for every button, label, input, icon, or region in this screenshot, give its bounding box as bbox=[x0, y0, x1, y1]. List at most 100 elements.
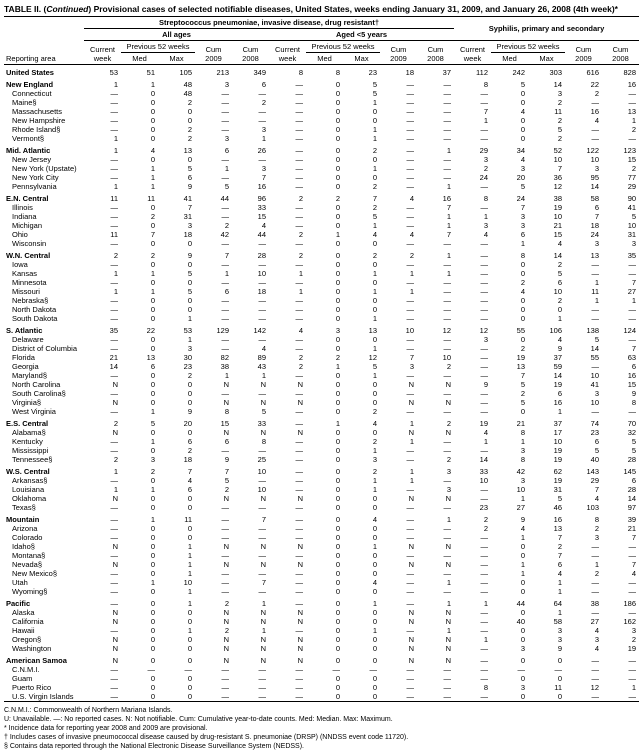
cell: 7 bbox=[121, 230, 158, 239]
cell: 30 bbox=[158, 353, 195, 362]
cell: 2 bbox=[158, 98, 195, 107]
cell: 2 bbox=[343, 407, 380, 416]
cell: — bbox=[380, 335, 417, 344]
col-current-3: Current week bbox=[454, 41, 491, 65]
cell: 3 bbox=[491, 212, 528, 221]
cell: 2 bbox=[195, 221, 232, 230]
cell: — bbox=[84, 89, 121, 98]
cell: 242 bbox=[491, 65, 528, 78]
col-cum2009-2: Cum 2009 bbox=[380, 41, 417, 65]
cell: 0 bbox=[491, 125, 528, 134]
cell: — bbox=[454, 314, 491, 323]
cell: 0 bbox=[306, 305, 343, 314]
cell: 10 bbox=[528, 437, 565, 446]
row-name: Nebraska§ bbox=[4, 296, 84, 305]
cell: — bbox=[380, 665, 417, 674]
cell: — bbox=[269, 278, 306, 287]
cell: 48 bbox=[158, 89, 195, 98]
cell: N bbox=[195, 608, 232, 617]
cell: 0 bbox=[158, 107, 195, 116]
cell: — bbox=[454, 542, 491, 551]
cell: 0 bbox=[158, 608, 195, 617]
cell: 0 bbox=[491, 692, 528, 702]
cell: 10 bbox=[454, 476, 491, 485]
row-name: Indiana bbox=[4, 212, 84, 221]
cell: 1 bbox=[158, 335, 195, 344]
cell: — bbox=[380, 182, 417, 191]
cell: — bbox=[84, 533, 121, 542]
cell: — bbox=[269, 77, 306, 89]
cell: 6 bbox=[158, 173, 195, 182]
cell: 0 bbox=[343, 335, 380, 344]
cell: 2 bbox=[269, 362, 306, 371]
cell: 43 bbox=[232, 362, 269, 371]
cell: — bbox=[380, 578, 417, 587]
cell: — bbox=[269, 173, 306, 182]
cell: 11 bbox=[528, 107, 565, 116]
table-row: W.S. Central127710—0213334262143145 bbox=[4, 464, 639, 476]
cell: 0 bbox=[121, 89, 158, 98]
row-name: Mid. Atlantic bbox=[4, 143, 84, 155]
cell: 7 bbox=[602, 278, 639, 287]
cell: — bbox=[380, 305, 417, 314]
cell: — bbox=[269, 587, 306, 596]
cell: — bbox=[84, 98, 121, 107]
title-italic: Continued bbox=[46, 4, 88, 14]
cell: 3 bbox=[232, 125, 269, 134]
cell: — bbox=[565, 125, 602, 134]
cell: — bbox=[565, 587, 602, 596]
row-name: Connecticut bbox=[4, 89, 84, 98]
cell: 1 bbox=[306, 416, 343, 428]
cell: 1 bbox=[232, 134, 269, 143]
cell: — bbox=[454, 98, 491, 107]
cell: 7 bbox=[343, 191, 380, 203]
cell: 0 bbox=[158, 155, 195, 164]
cell: 7 bbox=[491, 203, 528, 212]
cell: 0 bbox=[306, 380, 343, 389]
table-row: Nevada§N01NNN00NN—1617 bbox=[4, 560, 639, 569]
cell: — bbox=[84, 173, 121, 182]
cell: 3 bbox=[417, 464, 454, 476]
cell: 0 bbox=[306, 260, 343, 269]
cell: — bbox=[269, 143, 306, 155]
cell: — bbox=[417, 335, 454, 344]
cell: 3 bbox=[491, 683, 528, 692]
cell: — bbox=[565, 134, 602, 143]
cell: — bbox=[454, 644, 491, 653]
cell: — bbox=[269, 665, 306, 674]
cell: 1 bbox=[380, 437, 417, 446]
cell: — bbox=[602, 407, 639, 416]
cell: — bbox=[84, 125, 121, 134]
cell: — bbox=[417, 446, 454, 455]
cell: 124 bbox=[602, 323, 639, 335]
cell: 10 bbox=[565, 371, 602, 380]
cell: 3 bbox=[602, 239, 639, 248]
cell: — bbox=[195, 107, 232, 116]
cell: 1 bbox=[84, 464, 121, 476]
cell: — bbox=[380, 626, 417, 635]
cell: 0 bbox=[343, 653, 380, 665]
cell: N bbox=[380, 380, 417, 389]
cell: — bbox=[269, 89, 306, 98]
cell: 7 bbox=[195, 248, 232, 260]
cell: 1 bbox=[528, 608, 565, 617]
cell: — bbox=[380, 314, 417, 323]
cell: — bbox=[602, 335, 639, 344]
cell: 9 bbox=[195, 455, 232, 464]
cell: 0 bbox=[491, 335, 528, 344]
cell: — bbox=[454, 203, 491, 212]
cell: 77 bbox=[602, 173, 639, 182]
cell: — bbox=[417, 587, 454, 596]
col-prev52-1: Previous 52 weeks bbox=[121, 41, 195, 53]
cell: 1 bbox=[269, 269, 306, 278]
cell: 0 bbox=[306, 77, 343, 89]
cell: 8 bbox=[454, 191, 491, 203]
cell: 4 bbox=[269, 323, 306, 335]
row-name: Wisconsin bbox=[4, 239, 84, 248]
cell: — bbox=[269, 164, 306, 173]
cell: — bbox=[454, 569, 491, 578]
cell: 5 bbox=[565, 335, 602, 344]
cell: 129 bbox=[195, 323, 232, 335]
footnote-line: U: Unavailable. —: No reported cases. N:… bbox=[4, 715, 637, 724]
cell: 1 bbox=[343, 446, 380, 455]
